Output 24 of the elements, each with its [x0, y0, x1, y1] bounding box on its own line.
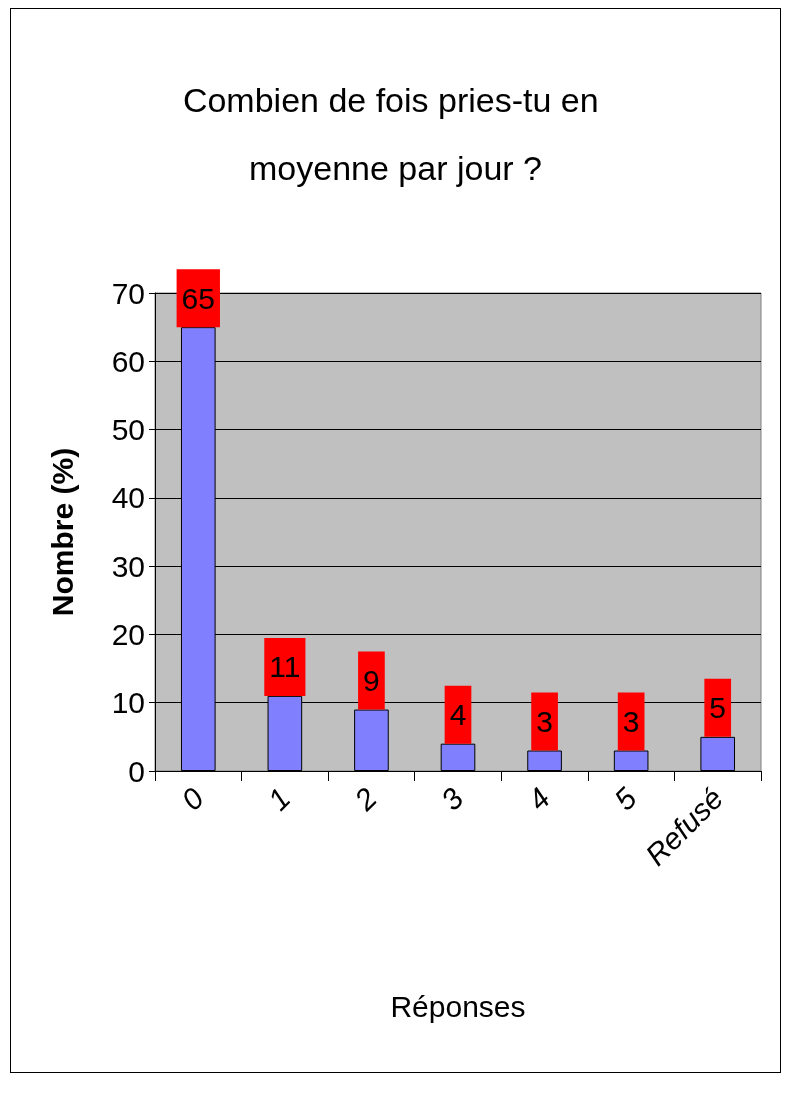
y-tick-label: 20 [111, 617, 145, 651]
data-label: 65 [181, 281, 215, 315]
chart-title: Combien de fois pries-tu en moyenne par jour ? [182, 81, 609, 187]
y-tick-label: 40 [111, 481, 145, 515]
y-tick-label: 0 [128, 754, 145, 788]
x-tick-label: 0 [174, 781, 211, 817]
x-axis-title: Réponses [390, 989, 526, 1023]
y-tick-label: 60 [111, 344, 145, 378]
x-tick-label: 2 [347, 781, 384, 818]
x-tick-label: 3 [434, 781, 470, 817]
data-label: 4 [449, 698, 467, 732]
data-label: 3 [622, 705, 640, 739]
data-label: 11 [269, 650, 301, 684]
y-tick-label: 70 [111, 276, 145, 310]
data-label: 9 [363, 664, 380, 698]
data-label: 3 [536, 705, 553, 739]
data-label: 5 [709, 691, 727, 725]
y-tick-label: 30 [111, 549, 145, 583]
x-tick-label: 5 [607, 781, 644, 817]
y-tick-label: 50 [111, 413, 145, 447]
x-tick-label: 4 [521, 781, 557, 817]
y-tick-label: 10 [111, 686, 145, 720]
x-tick-label: 1 [261, 781, 297, 817]
y-axis-title: Nombre (%) [45, 447, 79, 617]
